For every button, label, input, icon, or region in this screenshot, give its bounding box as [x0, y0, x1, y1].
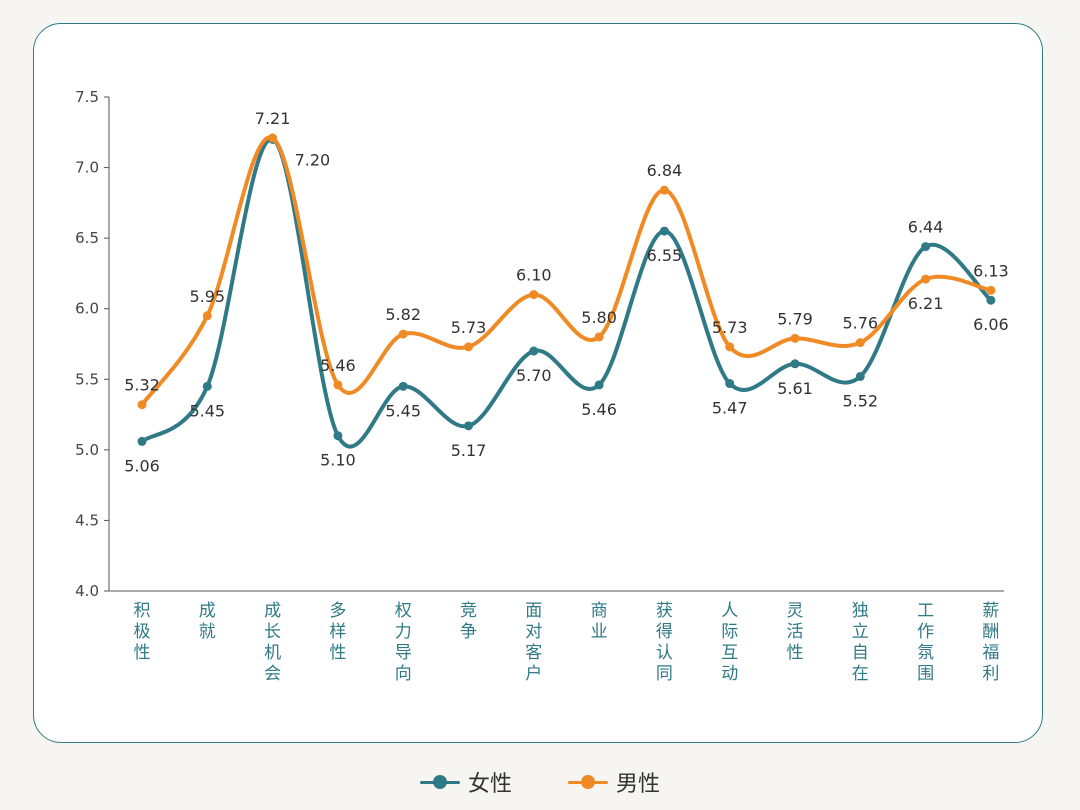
data-label-male: 6.13	[973, 261, 1009, 280]
data-label-male: 5.73	[712, 318, 748, 337]
line-chart: 4.0 4.5 5.0 5.5 6.0 6.5 7.0 7.5 积极性 成就 成长机会 多样性 权力导向…	[75, 88, 1009, 684]
data-point-female	[464, 421, 473, 431]
x-category-label: 薪酬福利	[982, 601, 999, 684]
legend-label-male: 男性	[616, 772, 661, 797]
data-label-female: 5.45	[385, 401, 421, 420]
x-category-label: 工作氛围	[917, 601, 934, 684]
data-label-male: 6.84	[647, 161, 683, 180]
y-tick-label: 6.5	[75, 229, 99, 247]
data-point-female	[986, 295, 996, 305]
data-label-male: 6.21	[908, 294, 944, 313]
y-tick-label: 4.5	[75, 511, 99, 529]
chart-panel: 4.0 4.5 5.0 5.5 6.0 6.5 7.0 7.5 积极性 成就 成长机会 多样性 权力导向…	[33, 23, 1043, 743]
data-point-female	[855, 371, 865, 381]
y-tick-label: 7.5	[75, 88, 99, 106]
legend-swatch-female	[419, 775, 460, 789]
data-point-female	[790, 359, 800, 369]
data-label-male: 5.80	[581, 308, 617, 327]
data-point-male	[137, 400, 147, 410]
data-point-male	[333, 380, 343, 390]
data-point-male	[594, 332, 604, 342]
data-point-female	[137, 436, 147, 446]
data-point-female	[398, 381, 408, 391]
data-label-female: 5.45	[189, 401, 225, 420]
x-category-label: 面对客户	[525, 601, 542, 684]
x-category-label: 权力导向	[395, 601, 412, 684]
data-label-male: 6.10	[516, 266, 552, 285]
data-point-male	[725, 342, 735, 352]
data-point-male	[855, 338, 865, 348]
data-point-male	[986, 285, 996, 295]
data-label-male: 5.73	[451, 318, 487, 337]
data-label-female: 5.10	[320, 451, 356, 470]
data-point-male	[202, 311, 212, 321]
data-label-female: 7.20	[295, 150, 331, 169]
data-label-female: 5.06	[124, 456, 160, 475]
x-category-label: 灵活性	[787, 601, 804, 663]
data-label-female: 5.46	[581, 400, 617, 419]
data-point-male	[659, 185, 669, 195]
data-label-female: 6.44	[908, 218, 944, 237]
y-tick-label: 5.0	[75, 441, 99, 459]
data-point-female	[594, 380, 604, 390]
data-point-female	[202, 381, 212, 391]
legend-label-female: 女性	[467, 772, 512, 797]
data-point-male	[790, 333, 800, 343]
y-tick-label: 6.0	[75, 300, 99, 318]
legend-item-female: 女性	[419, 766, 512, 798]
data-point-female	[529, 346, 539, 356]
data-point-female	[725, 379, 735, 389]
data-label-male: 5.32	[124, 376, 160, 395]
x-category-label: 积极性	[134, 601, 151, 663]
y-tick-label: 5.5	[75, 370, 99, 388]
x-category-label: 成长机会	[264, 601, 281, 684]
data-point-male	[464, 342, 473, 352]
data-point-male	[398, 329, 408, 339]
data-label-female: 5.61	[777, 379, 813, 398]
x-category-label: 多样性	[329, 601, 346, 663]
data-label-male: 5.82	[385, 305, 421, 324]
x-category-label: 竞争	[460, 601, 477, 642]
data-point-female	[333, 431, 343, 441]
data-label-female: 5.17	[451, 441, 487, 460]
data-label-male: 5.76	[842, 314, 878, 333]
x-category-label: 商业	[591, 601, 608, 642]
data-label-male: 5.46	[320, 356, 356, 375]
x-category-label: 成就	[199, 601, 216, 642]
data-label-male: 7.21	[255, 109, 291, 128]
x-category-label: 人际互动	[721, 601, 738, 684]
data-label-female: 6.06	[973, 315, 1009, 334]
legend-item-male: 男性	[568, 766, 660, 798]
y-tick-label: 7.0	[75, 159, 99, 177]
x-category-label: 独立自在	[852, 601, 869, 684]
data-label-female: 5.70	[516, 366, 552, 385]
y-tick-label: 4.0	[75, 582, 99, 600]
data-point-male	[268, 133, 278, 143]
legend-swatch-male	[568, 775, 608, 789]
series-line-male	[140, 135, 993, 407]
data-label-male: 5.79	[777, 309, 813, 328]
data-point-male	[921, 274, 931, 284]
legend: 女性 男性	[0, 762, 1080, 802]
data-label-female: 6.55	[647, 246, 683, 265]
data-point-male	[529, 290, 539, 300]
data-point-female	[659, 226, 669, 236]
data-label-female: 5.47	[712, 399, 748, 418]
data-label-female: 5.52	[842, 391, 878, 410]
data-point-female	[921, 242, 931, 252]
data-label-male: 5.95	[189, 287, 225, 306]
x-category-label: 获得认同	[656, 601, 673, 684]
